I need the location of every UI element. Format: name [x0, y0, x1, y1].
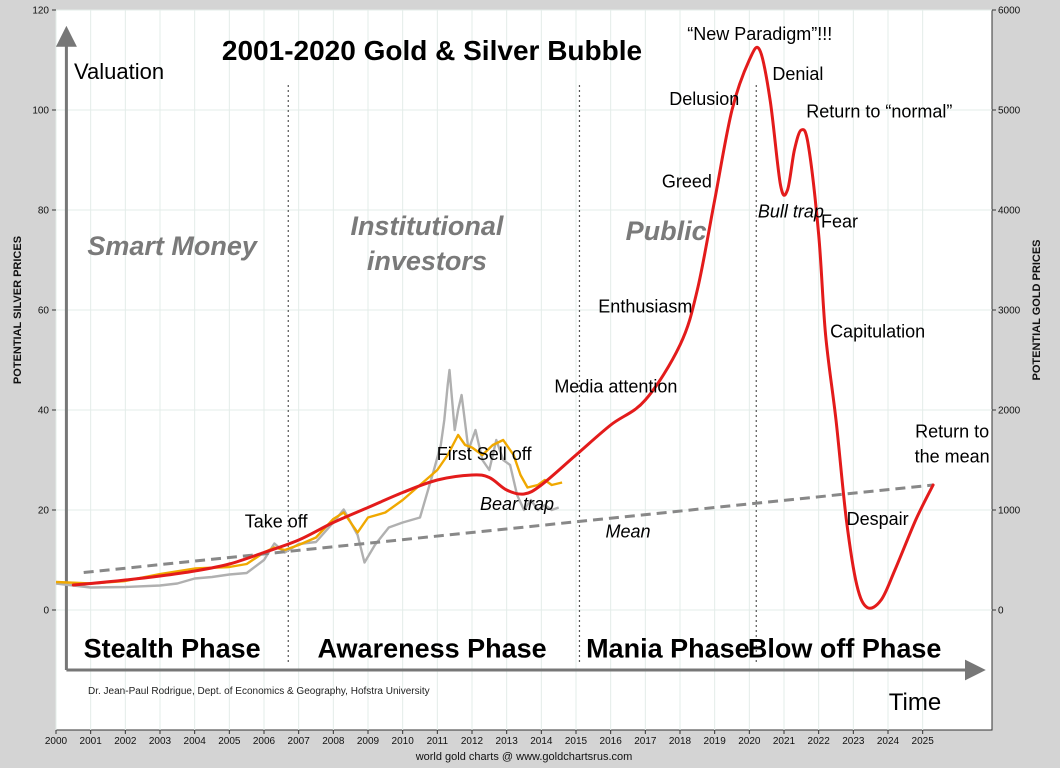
x-tick-label: 2003	[149, 736, 172, 747]
x-tick-label: 2002	[114, 736, 137, 747]
phase-mania-phase: Mania Phase	[586, 634, 750, 664]
y-left-tick-label: 120	[32, 6, 49, 17]
x-tick-label: 2006	[253, 736, 276, 747]
investor-group-institutional: Institutional	[350, 211, 503, 241]
phase-stealth-phase: Stealth Phase	[84, 634, 261, 664]
x-tick-label: 2009	[357, 736, 380, 747]
annotation-media-attention: Media attention	[554, 377, 677, 397]
y-right-tick-label: 2000	[998, 406, 1021, 417]
gridlines	[55, 9, 992, 730]
y-left-tick-label: 60	[38, 306, 50, 317]
chart-text-layer: 2001-2020 Gold & Silver Bubble Valuation…	[12, 24, 1043, 763]
annotation-first-sell-off: First Sell off	[437, 444, 533, 464]
annotation-mean: Mean	[605, 522, 650, 542]
mean-line	[83, 483, 934, 574]
x-tick-label: 2025	[912, 736, 935, 747]
investor-group-public: Public	[626, 216, 707, 246]
annotation-return-to: Return to	[915, 422, 989, 442]
x-tick-label: 2011	[427, 736, 449, 747]
y-right-tick-label: 4000	[998, 206, 1021, 217]
x-tick-label: 2000	[45, 736, 68, 747]
valuation-time-arrows	[55, 25, 986, 681]
y-right-tick-label: 1000	[998, 506, 1021, 517]
time-axis-label: Time	[889, 689, 941, 716]
annotation-bear-trap: Bear trap	[480, 494, 554, 514]
annotation-despair: Despair	[847, 509, 909, 529]
credit-text: Dr. Jean-Paul Rodrigue, Dept. of Economi…	[88, 686, 430, 697]
annotation-return-to-normal: Return to “normal”	[806, 102, 952, 122]
x-tick-label: 2019	[704, 736, 727, 747]
x-tick-label: 2017	[634, 736, 657, 747]
annotation-fear: Fear	[821, 212, 858, 232]
x-tick-label: 2001	[80, 736, 103, 747]
y-left-tick-label: 20	[38, 506, 50, 517]
x-tick-label: 2020	[738, 736, 761, 747]
chart-title: 2001-2020 Gold & Silver Bubble	[222, 35, 642, 66]
x-tick-label: 2007	[288, 736, 311, 747]
y-axis-label-left: POTENTIAL SILVER PRICES	[12, 236, 24, 384]
annotation-enthusiasm: Enthusiasm	[598, 297, 692, 317]
bubble-model-curve	[71, 45, 935, 610]
tick-labels: 2000 2001 2002 2003 2004 2005 2006 2007 2008 2009…	[32, 6, 1020, 748]
x-tick-label: 2021	[773, 736, 796, 747]
y-right-tick-label: 5000	[998, 106, 1021, 117]
x-tick-label: 2012	[461, 736, 484, 747]
phase-dividers	[287, 85, 757, 665]
x-tick-label: 2015	[565, 736, 588, 747]
annotation-denial: Denial	[772, 64, 823, 84]
gold-price-line	[55, 433, 563, 585]
footer-source: world gold charts @ www.goldchartsrus.co…	[415, 751, 633, 763]
phase-awareness-phase: Awareness Phase	[318, 634, 547, 664]
x-tick-label: 2013	[496, 736, 519, 747]
y-right-tick-label: 3000	[998, 306, 1021, 317]
annotation-delusion: Delusion	[669, 89, 739, 109]
y-left-tick-label: 40	[38, 406, 50, 417]
investor-group-smart-money: Smart Money	[87, 231, 259, 261]
annotation-the-mean: the mean	[915, 447, 990, 467]
y-right-tick-label: 0	[998, 606, 1004, 617]
annotation-new-paradigm: “New Paradigm”!!!	[687, 24, 832, 44]
x-tick-label: 2005	[218, 736, 241, 747]
x-tick-label: 2004	[184, 736, 207, 747]
x-tick-label: 2018	[669, 736, 692, 747]
y-left-tick-label: 100	[32, 106, 49, 117]
investor-group-investors: investors	[367, 246, 487, 276]
phase-blow-off-phase: Blow off Phase	[748, 634, 942, 664]
annotation-bull-trap: Bull trap	[758, 202, 824, 222]
y-left-tick-label: 0	[43, 606, 49, 617]
annotation-take-off: Take off	[245, 512, 309, 532]
x-tick-label: 2024	[877, 736, 900, 747]
y-left-tick-label: 80	[38, 206, 50, 217]
x-tick-label: 2016	[600, 736, 623, 747]
annotation-greed: Greed	[662, 172, 712, 192]
silver-price-line	[55, 368, 560, 589]
series-layer	[55, 45, 935, 610]
valuation-axis-label: Valuation	[74, 59, 164, 84]
annotation-capitulation: Capitulation	[830, 322, 925, 342]
x-tick-label: 2022	[808, 736, 831, 747]
y-right-tick-label: 6000	[998, 6, 1021, 17]
x-tick-label: 2010	[392, 736, 415, 747]
x-tick-label: 2008	[322, 736, 345, 747]
x-tick-label: 2023	[842, 736, 865, 747]
x-tick-label: 2014	[530, 736, 553, 747]
y-axis-label-right: POTENTIAL GOLD PRICES	[1031, 240, 1043, 381]
